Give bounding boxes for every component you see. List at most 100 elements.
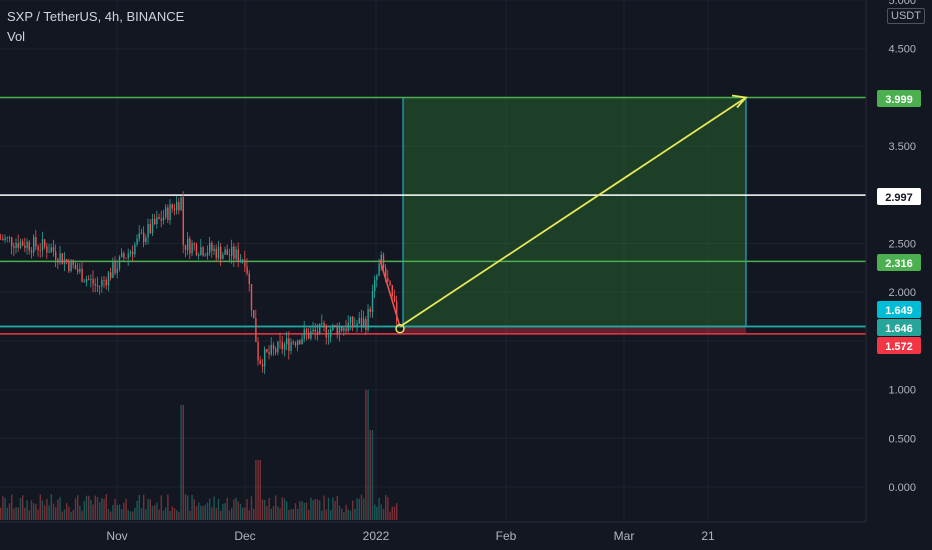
candle-body	[66, 259, 68, 262]
candle-body	[52, 247, 55, 252]
volume-bar	[92, 504, 94, 520]
candle-body	[286, 338, 288, 345]
volume-bar	[266, 506, 268, 520]
candle-body	[349, 316, 352, 323]
volume-bar	[202, 506, 204, 520]
volume-bar	[173, 508, 176, 520]
candle-body	[90, 278, 92, 280]
volume-bar	[261, 499, 264, 520]
candle-body	[389, 281, 391, 286]
volume-bar	[316, 499, 319, 520]
volume-bar	[222, 503, 224, 520]
volume-bar	[46, 498, 48, 520]
candle-body	[22, 241, 24, 246]
candle-body	[305, 329, 308, 333]
candle-body	[118, 256, 121, 269]
candle-body	[336, 325, 338, 335]
volume-bar	[99, 502, 101, 520]
volume-bar	[180, 405, 182, 520]
candle-body	[149, 224, 151, 234]
volume-bar	[213, 496, 215, 520]
long-position-zone	[402, 96, 747, 334]
volume-bar	[224, 503, 226, 520]
entry-marker	[395, 323, 405, 334]
volume-bar	[389, 511, 391, 520]
candle-body	[74, 264, 77, 270]
candle-body	[358, 317, 360, 324]
volume-bar	[310, 497, 312, 520]
candle-body	[380, 254, 382, 264]
price-tick-label: 2.000	[888, 287, 916, 299]
volume-bar	[8, 503, 11, 520]
volume-bar	[283, 498, 286, 520]
volume-bar	[343, 511, 345, 520]
volume-bar	[286, 501, 288, 520]
volume-bar	[147, 499, 149, 520]
volume-bar	[235, 497, 237, 520]
volume-bar	[134, 507, 136, 520]
candle-body	[37, 246, 39, 251]
volume-indicator-label[interactable]: Vol	[7, 29, 26, 44]
candle-body	[237, 249, 239, 263]
candle-body	[327, 336, 330, 338]
volume-bar	[242, 507, 244, 520]
time-tick-label: Dec	[234, 529, 255, 543]
candle-body	[134, 244, 136, 255]
volume-bar	[61, 511, 63, 520]
candle-body	[61, 253, 63, 264]
candle-body	[178, 202, 180, 211]
volume-bar	[233, 499, 235, 520]
candle-body	[259, 360, 261, 364]
volume-bar	[140, 508, 143, 520]
candle-body	[217, 246, 220, 259]
candle-body	[83, 281, 85, 283]
candle-body	[70, 260, 72, 272]
volume-bar	[167, 494, 169, 520]
candle-body	[275, 348, 277, 353]
candle-body	[167, 207, 169, 221]
volume-bar	[114, 498, 116, 520]
candle-body	[114, 262, 116, 274]
candle-body	[63, 259, 66, 264]
price-tag-bg	[877, 254, 921, 271]
arrow-head	[731, 94, 748, 109]
candle-body	[48, 252, 50, 253]
volume-bar	[26, 500, 28, 520]
horizontal-lines	[0, 96, 866, 335]
volume-bar	[22, 495, 24, 520]
candle-body	[255, 318, 257, 342]
candle-body	[154, 219, 156, 225]
volume-bar	[191, 494, 193, 520]
candle-body	[200, 247, 202, 255]
candle-body	[193, 243, 195, 245]
candle-body	[55, 251, 57, 260]
candle-body	[369, 308, 371, 312]
candle-body	[17, 243, 19, 248]
drop-line	[379, 259, 401, 327]
candle-body	[246, 266, 248, 274]
volume-bar	[314, 499, 316, 520]
volume-bar	[356, 498, 358, 520]
candle-body	[4, 237, 6, 241]
candle-body	[85, 279, 88, 282]
price-tag-bg	[877, 188, 921, 205]
volume-bar	[360, 494, 363, 520]
candle-body	[81, 268, 83, 282]
price-axis-bg	[866, 0, 932, 550]
volume-bar	[103, 499, 105, 520]
candle-body	[301, 338, 303, 345]
candle-body	[376, 275, 378, 281]
candle-body	[88, 279, 90, 280]
volume-bar	[297, 508, 299, 520]
symbol-title[interactable]: SXP / TetherUS, 4h, BINANCE	[7, 9, 185, 24]
currency-unit-label[interactable]: USDT	[887, 8, 925, 24]
candle-body	[325, 325, 327, 338]
candle-body	[11, 237, 13, 247]
candle-body	[182, 197, 184, 245]
volume-bar	[334, 500, 336, 520]
candle-body	[79, 268, 81, 272]
volume-bar	[6, 507, 8, 520]
candle-body	[132, 251, 134, 255]
candle-body	[268, 352, 270, 355]
